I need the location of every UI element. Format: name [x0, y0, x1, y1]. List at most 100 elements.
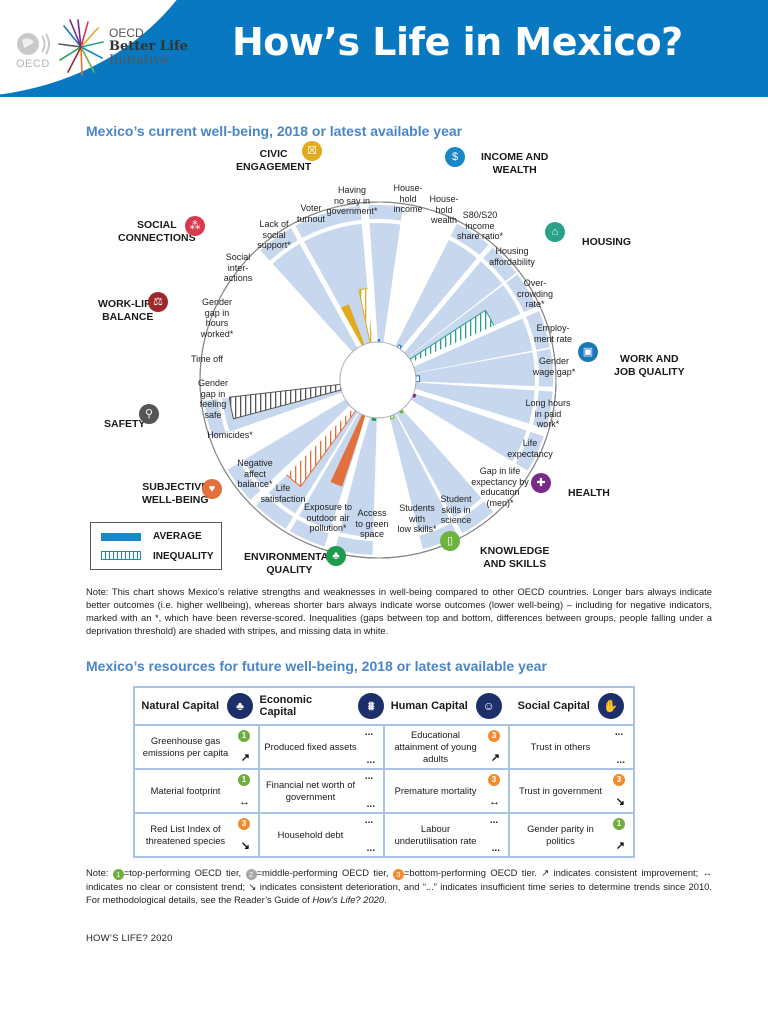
tier-badge: 1: [238, 774, 250, 786]
trend-down-icon: ↘: [240, 840, 250, 852]
average-bar: [340, 304, 365, 347]
indicator-label: Gap in life expectancy by education (men…: [471, 466, 529, 508]
briefcase-icon: ▣: [578, 342, 598, 362]
tier-badge: 1: [238, 730, 250, 742]
book-icon: ▯: [440, 531, 460, 551]
chart-legend: AVERAGE INEQUALITY: [90, 522, 222, 570]
indicator-label: S80/S20 income share ratio*: [456, 210, 504, 241]
indicator-sector: [415, 349, 554, 387]
trend-down-icon: ↘: [615, 796, 625, 808]
capital-indicator-cell: Material footprint 1 ↔: [135, 770, 258, 814]
tree-icon: ♣: [326, 546, 346, 566]
tier-1-badge: 1: [112, 869, 124, 880]
legend-inequality-swatch: [101, 551, 141, 560]
legend-inequality-label: INEQUALITY: [153, 551, 214, 562]
indicator-label: Negative affect balance*: [237, 458, 273, 489]
capital-column: Produced fixed assets...... Financial net…: [260, 726, 385, 856]
trend-insufficient-data: ...: [491, 843, 500, 854]
capital-indicator-cell: Trust in government 3 ↘: [510, 770, 633, 814]
average-bar: [330, 414, 366, 487]
indicator-label: Gender gap in feeling safe: [197, 378, 229, 420]
indicator-sector: [414, 382, 553, 429]
indicator-label: Access to green space: [355, 508, 389, 539]
indicator-label: Life satisfaction: [260, 483, 306, 504]
trend-flat-icon: ↔: [489, 796, 500, 808]
capital-header: Natural Capital ♣: [135, 688, 260, 724]
indicator-label: Time off: [190, 354, 224, 364]
trend-up-icon: ↗: [615, 840, 625, 852]
chart-center: [339, 341, 417, 419]
tree-bird-icon: ♣: [227, 693, 254, 719]
indicator-label: Gender wage gap*: [532, 356, 576, 377]
capital-column: Greenhouse gas emissions per capita 1 ↗ Mat…: [135, 726, 260, 856]
indicator-sector: [412, 311, 550, 373]
tier-insufficient-data: ...: [489, 815, 499, 826]
dimension-label: HEALTH: [568, 487, 610, 499]
indicator-sector: [227, 399, 351, 500]
dimension-label: SOCIAL CONNECTIONS: [118, 219, 196, 244]
dimension-label: SUBJECTIVE WELL-BEING: [142, 481, 209, 506]
capital-indicator-cell: Household debt......: [277, 815, 375, 854]
capitals-table: Natural Capital ♣ Economic Capital ⩩ Human C…: [133, 686, 635, 858]
tier-badge: 3: [238, 818, 250, 830]
dimension-label: ENVIRONMENTAL QUALITY: [244, 551, 335, 576]
indicator-sector: [395, 223, 489, 351]
dimension-label: HOUSING: [582, 236, 632, 248]
capital-header: Social Capital ✋: [509, 688, 634, 724]
tier-insufficient-data: ...: [364, 815, 374, 826]
oecd-logo-text: OECD: [16, 58, 50, 70]
capital-indicator-cell: Premature mortality 3 ↔: [385, 770, 508, 814]
indicator-label: Having no say in government*: [326, 185, 378, 216]
indicator-sector: [410, 392, 544, 471]
tier-badge: 1: [613, 818, 625, 830]
tier-insufficient-data: ...: [364, 771, 374, 782]
chart-note: Note: This chart shows Mexico’s relative…: [86, 586, 712, 636]
indicator-label: Social inter- actions: [223, 252, 253, 283]
indicator-sector: [396, 408, 494, 534]
capitals-note: Note: 1 =top-performing OECD tier, 2 =midd…: [86, 867, 712, 905]
trend-insufficient-data: ...: [366, 755, 375, 766]
indicator-sector: [260, 228, 360, 352]
tier-badge: 3: [488, 774, 500, 786]
house-icon: ⌂: [545, 222, 565, 242]
capital-indicator-cell: Produced fixed assets......: [260, 726, 383, 770]
footer-publication: HOW’S LIFE? 2020: [86, 933, 173, 944]
bridge-icon: ⩩: [358, 693, 384, 719]
dimension-label: WORK-LIFE BALANCE: [98, 298, 158, 323]
tier-3-badge: 3: [392, 869, 404, 880]
trend-insufficient-data: ...: [616, 755, 625, 766]
indicator-label: Homicides*: [207, 430, 253, 440]
indicator-sector: [335, 416, 377, 555]
wellbeing-section-title: Mexico’s current well-being, 2018 or lat…: [86, 123, 463, 139]
capital-indicator-cell: Gender parity in politics 1 ↗: [527, 818, 625, 852]
capital-header: Human Capital ☺: [384, 688, 509, 724]
indicator-label: Employ- ment rate: [533, 323, 573, 344]
tier-2-badge: 2: [245, 869, 257, 880]
indicator-label: Housing affordability: [489, 246, 535, 267]
better-life-starburst-icon: [58, 19, 104, 76]
indicator-sector: [402, 245, 517, 357]
tier-badge: 3: [613, 774, 625, 786]
people-icon: ⁂: [185, 216, 205, 236]
trend-insufficient-data: ...: [366, 843, 375, 854]
trend-up-icon: ↗: [490, 752, 500, 764]
resources-section-title: Mexico’s resources for future well-being…: [86, 658, 547, 674]
dimension-label: WORK AND JOB QUALITY: [614, 353, 685, 378]
dimension-label: KNOWLEDGE AND SKILLS: [480, 545, 550, 570]
indicator-label: Student skills in science: [440, 494, 472, 525]
capital-header: Economic Capital ⩩: [260, 688, 384, 724]
indicator-label: House- hold wealth: [429, 194, 459, 225]
ballot-icon: ☒: [302, 141, 322, 161]
capital-indicator-cell: Greenhouse gas emissions per capita 1 ↗: [135, 726, 258, 770]
page-header: OECD OECD Better Life Initiative How’s L…: [0, 0, 768, 97]
trend-flat-icon: ↔: [239, 796, 250, 808]
indicator-label: Gender gap in hours worked*: [200, 297, 234, 339]
running-person-icon: ⚲: [139, 404, 159, 424]
indicator-label: Students with low skills*: [397, 503, 437, 534]
money-icon: $: [445, 147, 465, 167]
dimension-label: SAFETY: [104, 418, 146, 430]
trend-up-icon: ↗: [240, 752, 250, 764]
tier-insufficient-data: ...: [364, 727, 374, 738]
capital-indicator-cell: Red List Index of threatened species 3 ↘: [145, 818, 250, 852]
heart-icon: ♥: [202, 479, 222, 499]
